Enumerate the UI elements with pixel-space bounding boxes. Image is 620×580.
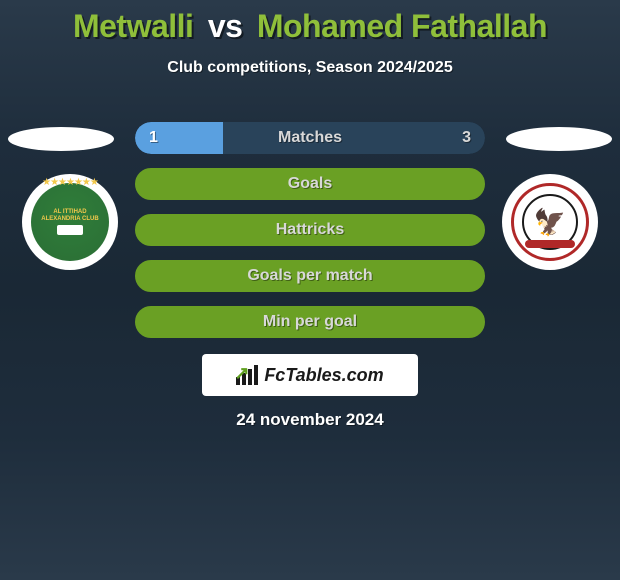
stat-bar-label: Goals (288, 175, 332, 193)
stat-bar-value-left: 1 (149, 129, 158, 147)
club-badge-left-inner: ★★★★★★★ AL ITTIHAD ALEXANDRIA CLUB (31, 183, 109, 261)
club-right-eagle-icon: 🦅 (534, 207, 566, 238)
stat-bar-row: Matches 1 3 (135, 122, 485, 154)
brand-text: FcTables.com (264, 365, 383, 386)
stat-bar-label: Matches (278, 129, 342, 147)
club-right-band-icon (525, 240, 575, 248)
brand-chart-icon: ↗ (236, 365, 258, 385)
stat-bar-row: Goals per match (135, 260, 485, 292)
club-badge-right-inner: 🦅 (511, 183, 589, 261)
brand-box: ↗ FcTables.com (202, 354, 418, 396)
player2-photo-placeholder (506, 127, 612, 151)
stat-bar-row: Goals (135, 168, 485, 200)
stat-bar-label: Hattricks (276, 221, 344, 239)
stat-bar-label: Min per goal (263, 313, 357, 331)
club-badge-right: 🦅 (502, 174, 598, 270)
club-left-label-1: AL ITTIHAD (53, 209, 86, 216)
player1-name: Metwalli (73, 8, 193, 44)
stat-bar-row: Hattricks (135, 214, 485, 246)
club-left-stars-icon: ★★★★★★★ (42, 177, 98, 188)
stat-bar-label: Goals per match (247, 267, 372, 285)
club-left-emblem-icon (57, 225, 83, 235)
club-left-label-2: ALEXANDRIA CLUB (41, 216, 98, 223)
stat-bars-group: Matches 1 3 Goals Hattricks Goals per match Mi… (135, 122, 485, 352)
competition-subtitle: Club competitions, Season 2024/2025 (0, 59, 620, 77)
player2-name: Mohamed Fathallah (257, 8, 547, 44)
stat-bar-fill-right (223, 122, 486, 154)
comparison-title: Metwalli vs Mohamed Fathallah (0, 0, 620, 45)
vs-text: vs (202, 8, 249, 44)
stat-bar-value-right: 3 (462, 129, 471, 147)
player1-photo-placeholder (8, 127, 114, 151)
stat-bar-row: Min per goal (135, 306, 485, 338)
club-badge-left: ★★★★★★★ AL ITTIHAD ALEXANDRIA CLUB (22, 174, 118, 270)
brand-trend-icon: ↗ (234, 363, 249, 384)
footer-date: 24 november 2024 (0, 410, 620, 430)
